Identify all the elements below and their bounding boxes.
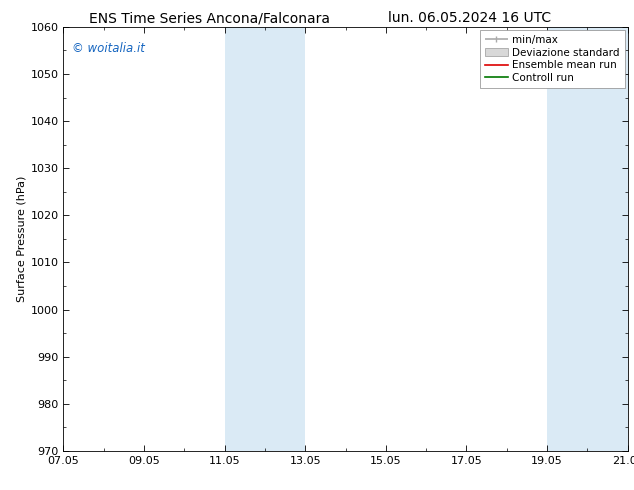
Text: ENS Time Series Ancona/Falconara: ENS Time Series Ancona/Falconara: [89, 11, 330, 25]
Bar: [224, 27, 305, 451]
Y-axis label: Surface Pressure (hPa): Surface Pressure (hPa): [16, 176, 26, 302]
Legend: min/max, Deviazione standard, Ensemble mean run, Controll run: min/max, Deviazione standard, Ensemble m…: [479, 30, 624, 88]
Text: lun. 06.05.2024 16 UTC: lun. 06.05.2024 16 UTC: [387, 11, 551, 25]
Bar: [547, 27, 628, 451]
Text: © woitalia.it: © woitalia.it: [72, 42, 145, 55]
